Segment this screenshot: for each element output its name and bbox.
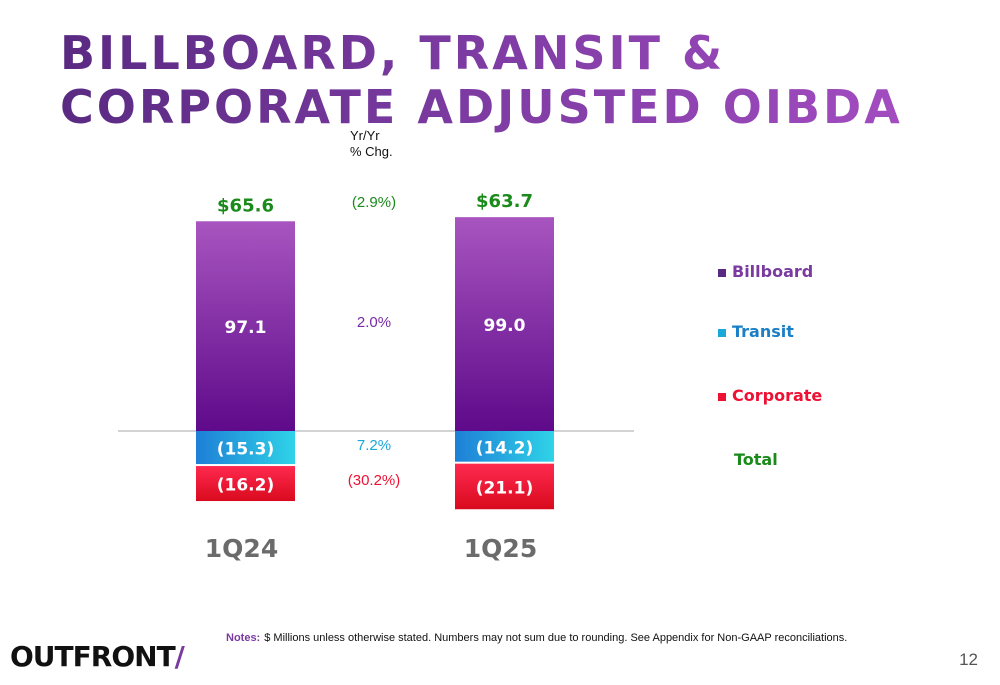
page-number: 12 bbox=[959, 650, 978, 669]
yoy-change-billboard: 2.0% bbox=[357, 314, 391, 331]
bar-corporate-1q24 bbox=[196, 466, 295, 502]
value-label-transit-1q24: (15.3) bbox=[217, 440, 274, 460]
footnote-text: $ Millions unless otherwise stated. Numb… bbox=[264, 632, 848, 644]
total-label-1q24: $65.6 bbox=[217, 195, 274, 216]
total-label-1q25: $63.7 bbox=[476, 191, 533, 212]
value-label-billboard-1q24: 97.1 bbox=[225, 318, 267, 338]
value-label-transit-1q25: (14.2) bbox=[476, 438, 533, 458]
yoy-change-total: (2.9%) bbox=[352, 194, 396, 211]
footnote: Notes: $ Millions unless otherwise stated… bbox=[226, 632, 847, 644]
bar-corporate-1q25 bbox=[455, 463, 554, 510]
stacked-bar-chart: 97.1 (15.3) (16.2) $65.6 1Q24 99.0 (14.2) (21.1… bbox=[118, 191, 634, 563]
legend-item-corporate: Corporate bbox=[718, 386, 822, 405]
legend-label-corporate: Corporate bbox=[732, 386, 823, 405]
legend-item-billboard: Billboard bbox=[718, 262, 813, 281]
bar-billboard-1q24 bbox=[196, 221, 295, 431]
legend-swatch-transit bbox=[718, 328, 726, 337]
logo-text: OUTFRONT bbox=[10, 640, 176, 673]
legend-label-billboard: Billboard bbox=[732, 262, 814, 281]
legend-item-total: Total bbox=[734, 450, 778, 469]
value-label-corporate-1q24: (16.2) bbox=[217, 476, 274, 496]
category-label-1q25: 1Q25 bbox=[464, 534, 537, 563]
outfront-logo: OUTFRONT/ bbox=[10, 640, 185, 673]
legend-swatch-corporate bbox=[718, 392, 726, 401]
footnote-label: Notes: bbox=[226, 632, 261, 644]
yoy-change-corporate: (30.2%) bbox=[348, 472, 401, 489]
legend-label-transit: Transit bbox=[732, 322, 794, 341]
legend-label-total: Total bbox=[734, 450, 778, 469]
logo-slash: / bbox=[174, 640, 185, 673]
yoy-change-transit: 7.2% bbox=[357, 437, 391, 454]
value-label-corporate-1q25: (21.1) bbox=[476, 478, 533, 498]
legend-item-transit: Transit bbox=[718, 322, 794, 341]
legend-swatch-billboard bbox=[718, 268, 726, 277]
value-label-billboard-1q25: 99.0 bbox=[484, 316, 526, 336]
category-label-1q24: 1Q24 bbox=[205, 534, 278, 563]
bar-transit-1q24 bbox=[196, 431, 295, 465]
yoy-header-line-2: % Chg. bbox=[350, 144, 393, 159]
bar-transit-1q25 bbox=[455, 431, 554, 462]
yoy-header-line-1: Yr/Yr bbox=[350, 128, 380, 143]
yoy-header: Yr/Yr % Chg. bbox=[350, 128, 393, 160]
bar-billboard-1q25 bbox=[455, 217, 554, 431]
